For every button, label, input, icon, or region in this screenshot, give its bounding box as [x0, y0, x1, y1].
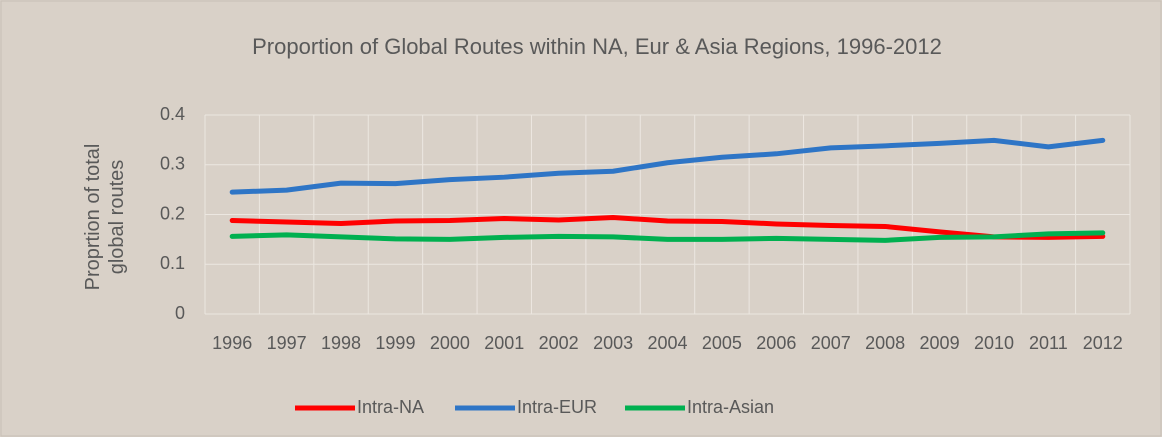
line-series: [229, 137, 1106, 195]
x-tick-label: 2012: [1083, 333, 1123, 353]
legend-label: Intra-Asian: [687, 397, 774, 417]
x-tick-label: 2000: [430, 333, 470, 353]
legend-label: Intra-NA: [357, 397, 424, 417]
x-tick-label: 2005: [702, 333, 742, 353]
y-tick-label: 0.4: [160, 104, 185, 124]
x-tick-label: 2001: [484, 333, 524, 353]
x-tick-label: 2003: [593, 333, 633, 353]
x-tick-label: 2007: [811, 333, 851, 353]
chart-title: Proportion of Global Routes within NA, E…: [252, 34, 942, 59]
y-tick-label: 0.2: [160, 203, 185, 223]
x-tick-label: 2008: [865, 333, 905, 353]
x-tick-label: 1999: [375, 333, 415, 353]
y-tick-label: 0: [175, 303, 185, 323]
x-tick-label: 2009: [920, 333, 960, 353]
line-series: [229, 214, 1106, 240]
x-tick-label: 2006: [756, 333, 796, 353]
x-tick-label: 1998: [321, 333, 361, 353]
x-tick-label: 2010: [974, 333, 1014, 353]
legend-label: Intra-EUR: [517, 397, 597, 417]
x-tick-label: 2002: [539, 333, 579, 353]
x-tick-label: 1997: [267, 333, 307, 353]
line-series: [229, 230, 1106, 243]
x-tick-label: 2004: [647, 333, 687, 353]
y-axis-label: Proprtion of total global routes: [82, 143, 128, 291]
x-tick-label: 1996: [212, 333, 252, 353]
y-tick-label: 0.3: [160, 154, 185, 174]
x-tick-label: 2011: [1029, 333, 1068, 353]
y-tick-label: 0.1: [160, 253, 185, 273]
